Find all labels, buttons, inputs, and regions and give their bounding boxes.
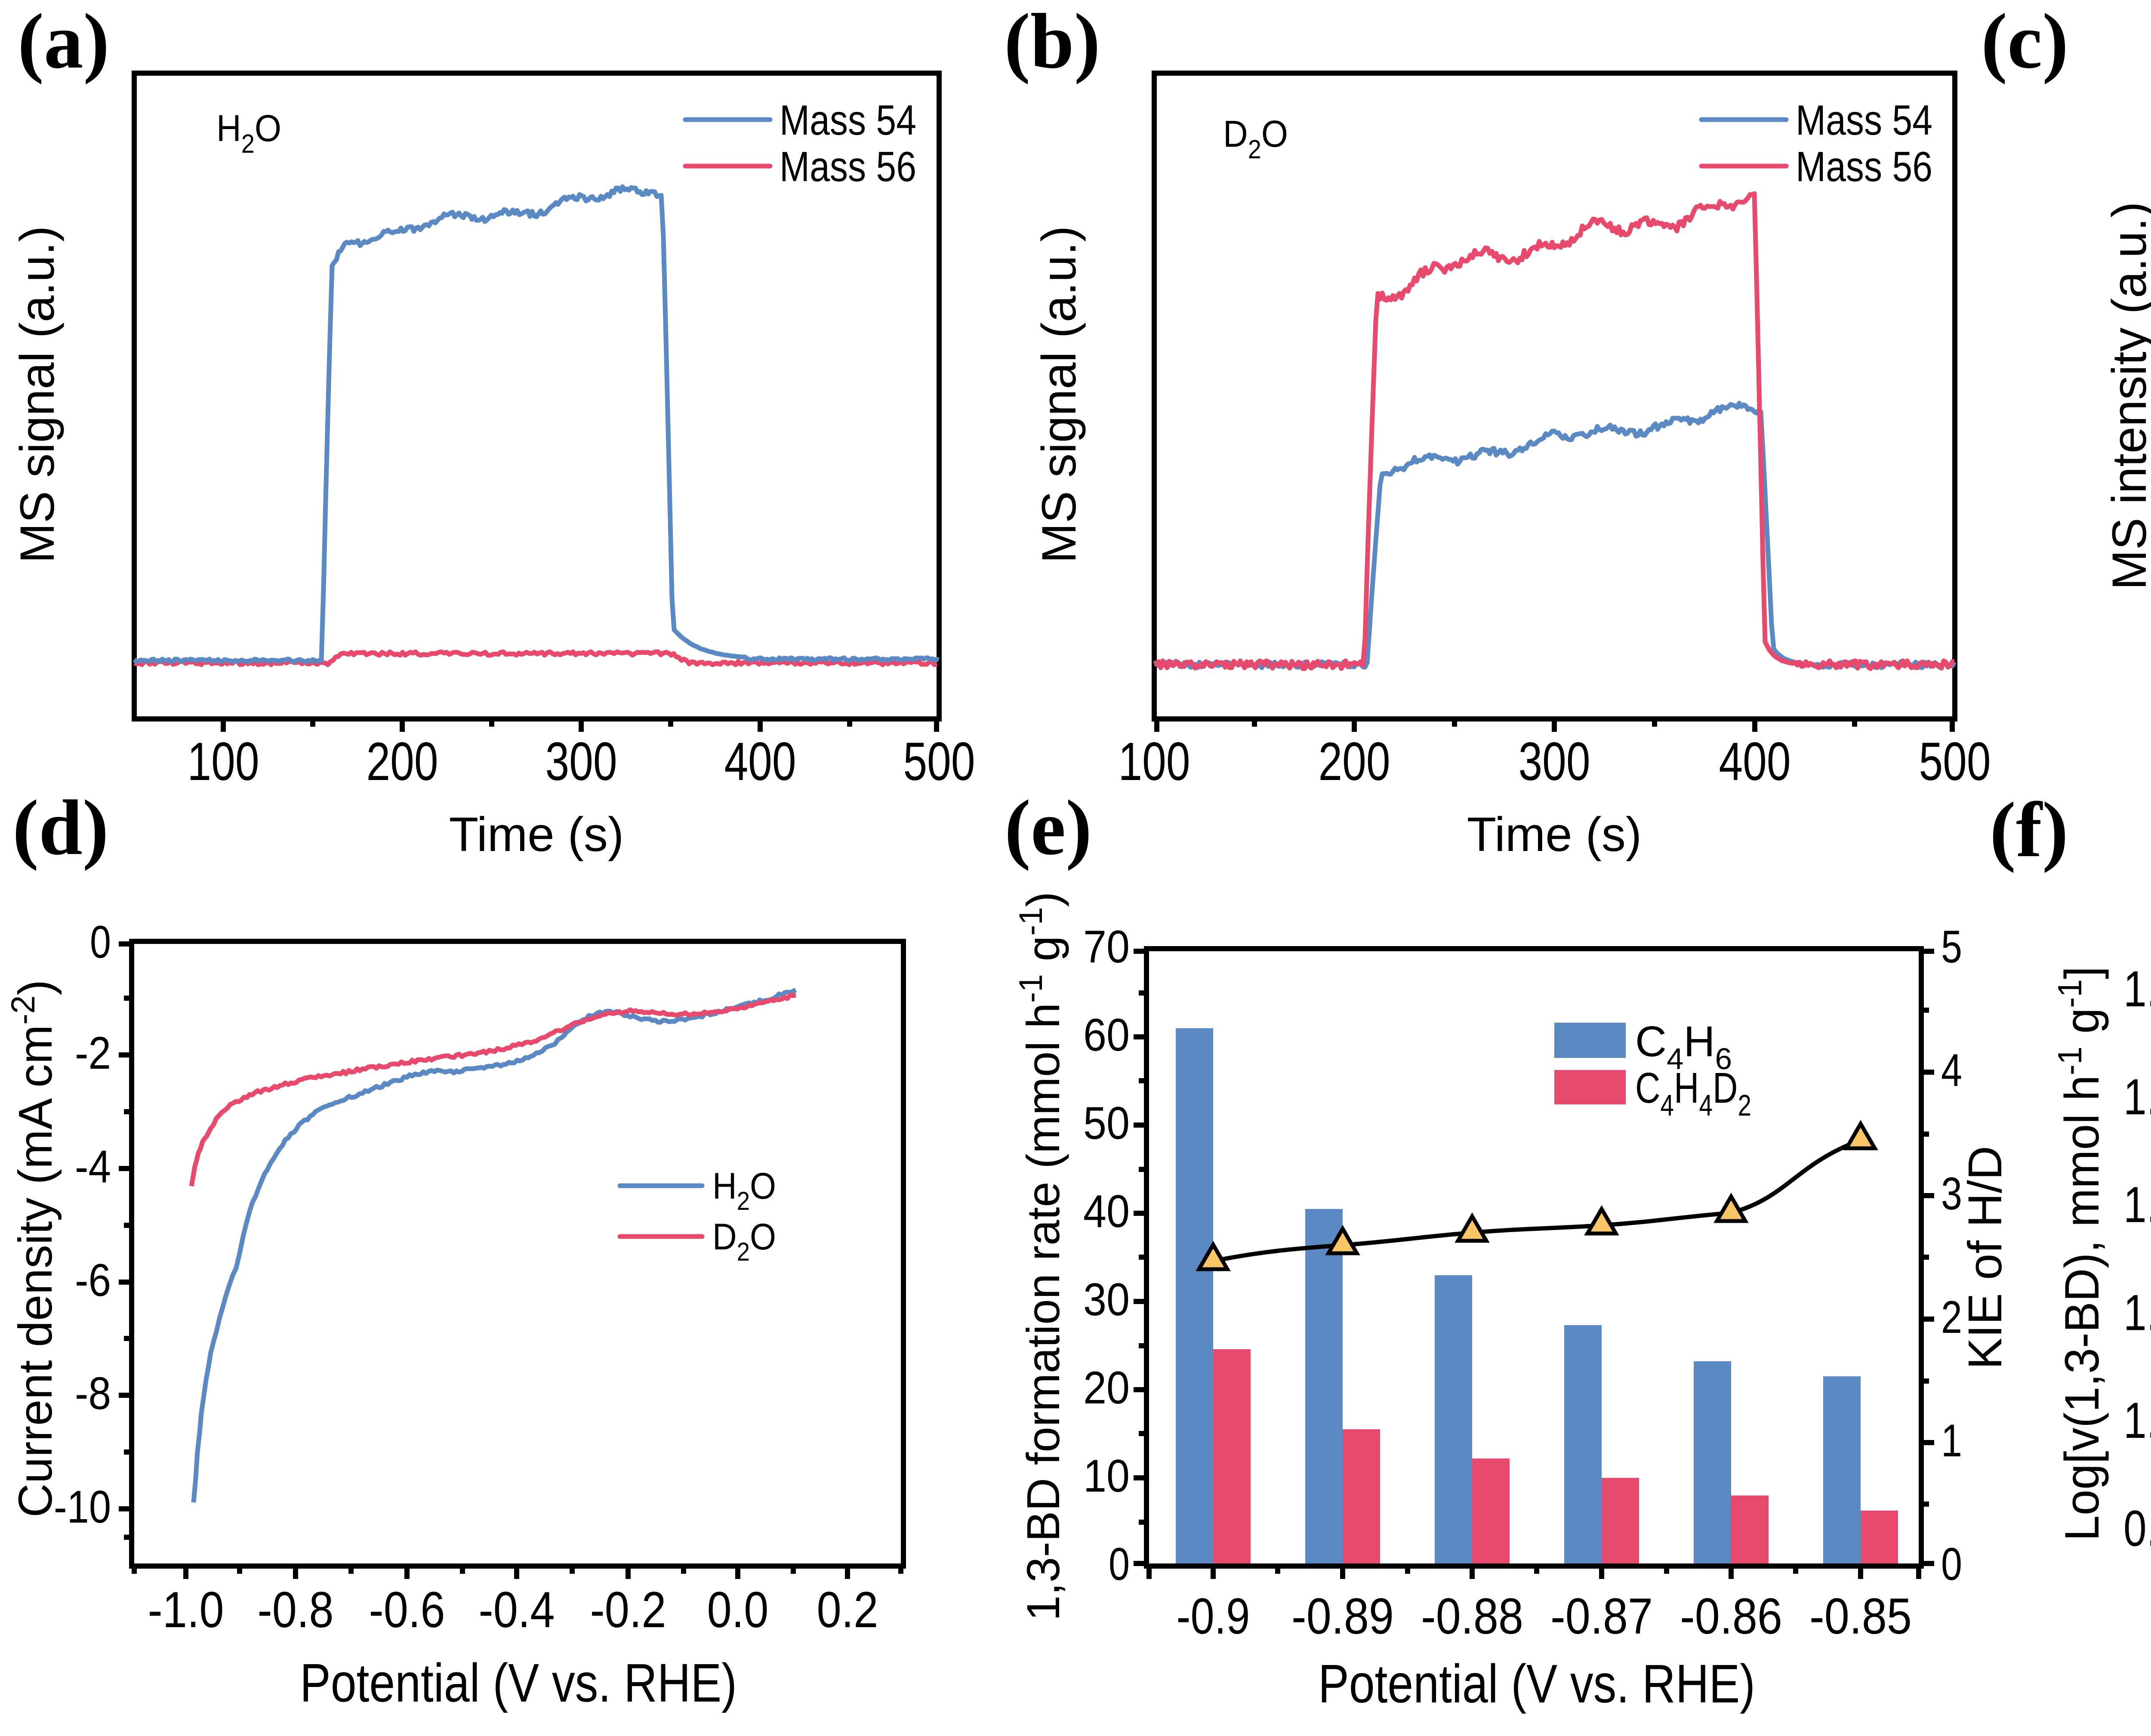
svg-text:50: 50 — [1083, 1097, 1130, 1149]
svg-text:5: 5 — [1941, 921, 1962, 972]
svg-text:-0.9: -0.9 — [1177, 1588, 1250, 1645]
svg-text:-0.2: -0.2 — [590, 1582, 666, 1638]
svg-text:20: 20 — [1083, 1362, 1130, 1413]
svg-text:-10: -10 — [54, 1481, 111, 1532]
svg-text:100: 100 — [1119, 732, 1190, 792]
svg-text:-4: -4 — [75, 1141, 111, 1192]
svg-text:0.8: 0.8 — [2123, 1500, 2151, 1557]
svg-text:-0.88: -0.88 — [1421, 1588, 1523, 1645]
svg-text:(d): (d) — [12, 784, 109, 871]
svg-text:-0.4: -0.4 — [479, 1582, 555, 1638]
svg-text:1.6: 1.6 — [2123, 1069, 2151, 1125]
svg-text:(e): (e) — [1005, 784, 1092, 871]
svg-text:0.0: 0.0 — [707, 1582, 769, 1638]
svg-text:40: 40 — [1083, 1185, 1130, 1237]
svg-text:Log[v(1,3-BD), mmol h-1 g-1]: Log[v(1,3-BD), mmol h-1 g-1] — [2051, 966, 2109, 1541]
svg-text:Time (s): Time (s) — [449, 808, 624, 861]
svg-text:(a): (a) — [18, 0, 109, 85]
svg-text:1.0: 1.0 — [2123, 1392, 2151, 1449]
svg-text:Current density (mA cm-2): Current density (mA cm-2) — [5, 980, 62, 1517]
svg-text:1,3-BD formation rate (mmol h-: 1,3-BD formation rate (mmol h-1 g-1) — [1013, 892, 1069, 1621]
svg-text:4: 4 — [1941, 1044, 1962, 1096]
svg-text:400: 400 — [1719, 732, 1791, 792]
svg-text:-6: -6 — [75, 1254, 111, 1306]
svg-text:-0.8: -0.8 — [258, 1582, 334, 1638]
svg-text:1.8: 1.8 — [2123, 961, 2151, 1018]
svg-text:(f): (f) — [1990, 786, 2068, 873]
svg-text:500: 500 — [903, 732, 975, 792]
svg-text:200: 200 — [1319, 732, 1390, 792]
svg-text:Mass 56: Mass 56 — [1796, 143, 1932, 190]
svg-text:1: 1 — [1941, 1415, 1962, 1466]
svg-text:Potential (V vs. RHE): Potential (V vs. RHE) — [1318, 1653, 1755, 1714]
svg-text:2: 2 — [1941, 1291, 1962, 1343]
svg-text:-1.0: -1.0 — [148, 1582, 224, 1638]
svg-text:0.2: 0.2 — [817, 1582, 878, 1638]
svg-text:0: 0 — [90, 916, 111, 968]
svg-text:(b): (b) — [1004, 0, 1100, 85]
svg-text:0: 0 — [1109, 1538, 1130, 1590]
svg-text:0: 0 — [1941, 1538, 1962, 1590]
svg-text:300: 300 — [1519, 732, 1590, 792]
svg-text:Potential (V vs. RHE): Potential (V vs. RHE) — [300, 1653, 737, 1713]
svg-text:MS intensity (a.u.): MS intensity (a.u.) — [2102, 202, 2151, 590]
svg-text:-0.6: -0.6 — [369, 1582, 445, 1638]
svg-text:(c): (c) — [1981, 0, 2068, 85]
svg-text:100: 100 — [188, 732, 259, 792]
svg-text:1.4: 1.4 — [2123, 1177, 2151, 1233]
svg-text:60: 60 — [1083, 1009, 1130, 1061]
svg-text:-8: -8 — [75, 1367, 111, 1419]
svg-text:1.2: 1.2 — [2123, 1284, 2151, 1341]
svg-text:-0.86: -0.86 — [1680, 1588, 1782, 1645]
svg-text:70: 70 — [1083, 921, 1130, 972]
svg-text:400: 400 — [724, 732, 796, 792]
svg-text:3: 3 — [1941, 1168, 1962, 1219]
svg-text:Mass 54: Mass 54 — [780, 96, 916, 144]
svg-text:200: 200 — [367, 732, 438, 792]
svg-text:MS signal (a.u.): MS signal (a.u.) — [1032, 226, 1086, 563]
svg-text:Mass 56: Mass 56 — [780, 143, 916, 190]
svg-text:300: 300 — [545, 732, 617, 792]
svg-text:Mass 54: Mass 54 — [1796, 96, 1932, 144]
svg-text:-0.87: -0.87 — [1550, 1588, 1653, 1645]
svg-text:-0.89: -0.89 — [1291, 1588, 1394, 1645]
svg-text:10: 10 — [1083, 1450, 1130, 1502]
svg-text:30: 30 — [1083, 1273, 1130, 1325]
svg-text:Time (s): Time (s) — [1467, 808, 1642, 861]
svg-text:500: 500 — [1919, 732, 1991, 792]
svg-text:KIE of H/D: KIE of H/D — [1959, 1146, 2012, 1369]
svg-text:-2: -2 — [75, 1027, 111, 1079]
svg-text:-0.85: -0.85 — [1809, 1588, 1912, 1645]
svg-text:MS signal (a.u.): MS signal (a.u.) — [10, 226, 64, 563]
